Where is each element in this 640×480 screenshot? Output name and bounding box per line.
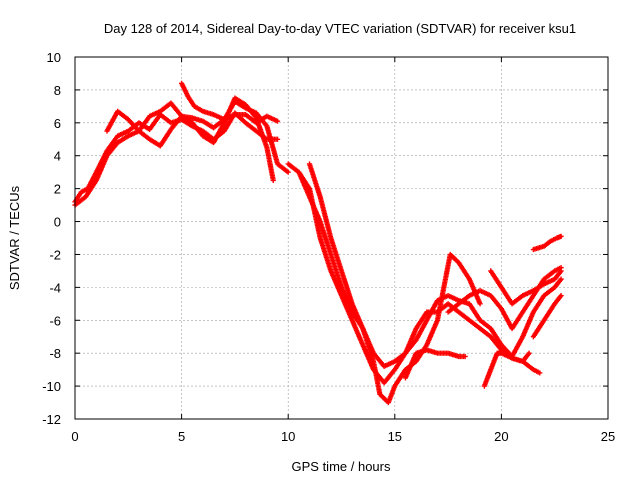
data-point xyxy=(274,136,281,142)
x-tick-label: 10 xyxy=(281,429,295,444)
data-point xyxy=(558,268,564,274)
y-axis-label: SDTVAR / TECUs xyxy=(7,185,22,290)
data-point xyxy=(558,292,564,299)
y-tick-label: 0 xyxy=(54,215,61,230)
tick-labels: 0 5 10 15 20 25 -12 -10 -8 -6 -4 -2 0 2 4 6 8 10 xyxy=(42,50,615,444)
y-tick-label: 2 xyxy=(54,182,61,197)
data-point xyxy=(270,177,276,184)
y-tick-label: -12 xyxy=(42,412,61,427)
y-tick-label: 6 xyxy=(54,116,61,131)
x-tick-label: 20 xyxy=(494,429,508,444)
y-tick-label: 4 xyxy=(54,149,61,164)
chart-title: Day 128 of 2014, Sidereal Day-to-day VTE… xyxy=(104,21,576,36)
y-tick-label: -6 xyxy=(49,313,61,328)
y-tick-label: 10 xyxy=(47,50,61,65)
x-tick-label: 5 xyxy=(178,429,185,444)
y-tick-label: -4 xyxy=(49,280,61,295)
data-point xyxy=(274,118,281,124)
y-tick-label: -10 xyxy=(42,379,61,394)
data-point xyxy=(477,301,483,307)
data-point xyxy=(526,350,532,356)
data-point xyxy=(537,370,543,376)
data-point xyxy=(558,276,564,282)
y-tick-label: 8 xyxy=(54,83,61,98)
data-point xyxy=(462,353,468,360)
data-point xyxy=(285,169,291,175)
data-points xyxy=(72,80,564,406)
x-tick-label: 25 xyxy=(601,429,615,444)
data-point xyxy=(558,233,564,239)
grid-lines xyxy=(75,57,608,419)
x-tick-label: 0 xyxy=(71,429,78,444)
plot-frame xyxy=(74,56,609,420)
y-tick-label: -2 xyxy=(49,247,61,262)
x-axis-label: GPS time / hours xyxy=(292,459,391,474)
y-tick-label: -8 xyxy=(49,346,61,361)
x-tick-label: 15 xyxy=(388,429,402,444)
